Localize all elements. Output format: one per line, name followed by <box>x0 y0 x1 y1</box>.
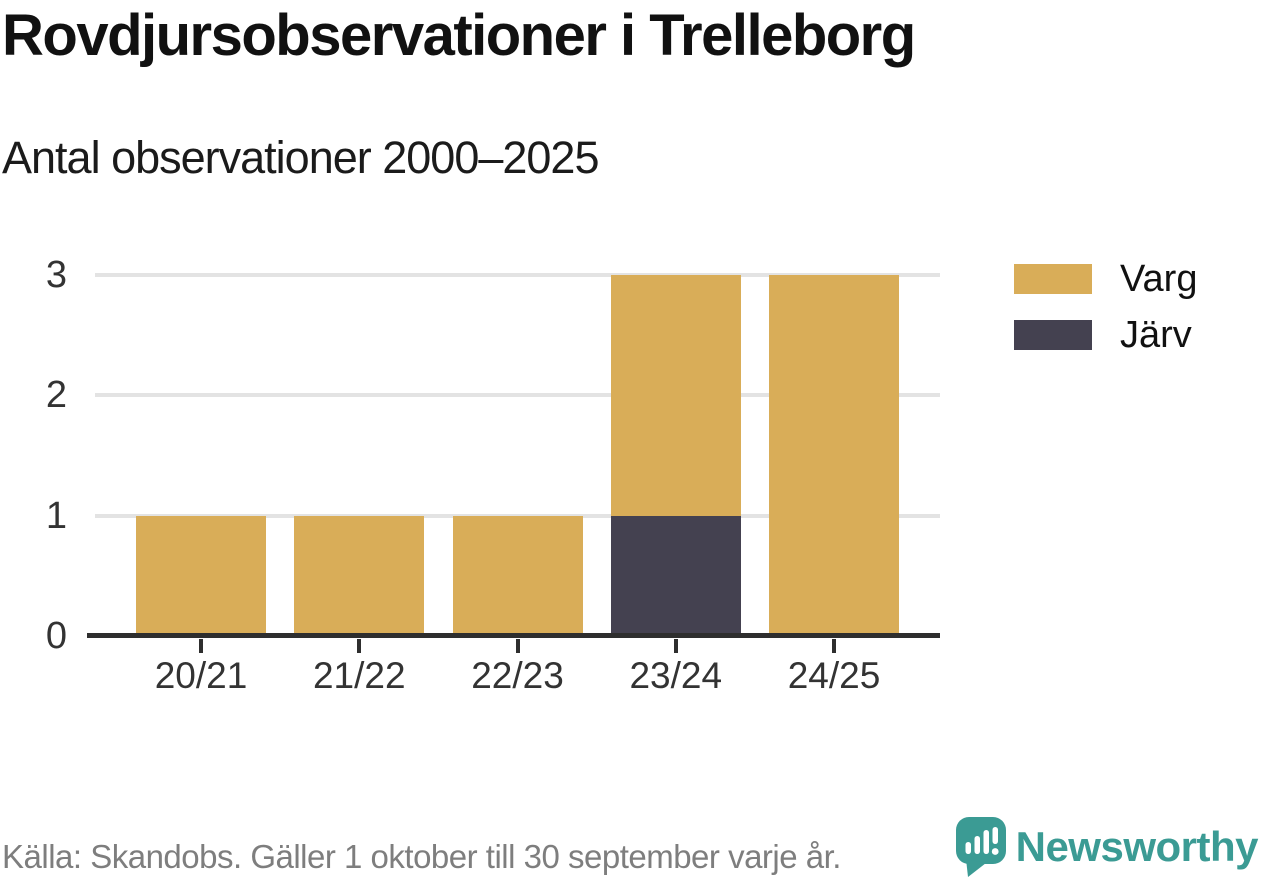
gridline <box>95 513 940 518</box>
y-axis: 0 1 2 3 <box>0 254 67 657</box>
gridline <box>95 273 940 277</box>
legend-label: Järv <box>1120 313 1192 356</box>
x-tick-label: 23/24 <box>629 655 723 696</box>
plot-area <box>87 273 940 653</box>
x-tick-label: 22/23 <box>471 655 564 696</box>
bar-segment <box>452 515 583 636</box>
x-tick-label: 21/22 <box>312 655 406 696</box>
bar-segment <box>136 515 266 636</box>
bar-segment <box>769 275 899 636</box>
source-note: Källa: Skandobs. Gäller 1 oktober till 3… <box>2 838 841 875</box>
x-axis: 20/21 21/22 22/23 23/24 24/25 <box>0 655 1262 705</box>
x-tick-label: 20/21 <box>154 655 248 696</box>
brand-name: Newsworthy <box>1015 823 1259 870</box>
legend-swatch <box>1014 320 1092 350</box>
brand-lockup: Newsworthy <box>955 817 1259 877</box>
newsworthy-logo-icon <box>955 817 1006 877</box>
legend-item: Varg <box>1014 258 1197 300</box>
x-tick-mark <box>357 639 362 653</box>
bar-segment <box>294 515 425 636</box>
x-axis-line <box>87 633 940 638</box>
chart-title: Rovdjursobservationer i Trelleborg <box>2 3 916 68</box>
y-tick-label: 1 <box>45 494 67 537</box>
legend-label: Varg <box>1120 257 1198 300</box>
y-tick-label: 2 <box>45 374 67 417</box>
x-tick-mark <box>832 639 836 653</box>
chart-subtitle: Antal observationer 2000–2025 <box>2 132 599 183</box>
gridline <box>95 393 940 398</box>
y-tick-label: 0 <box>45 615 67 657</box>
x-tick-mark <box>673 639 678 653</box>
legend-item: Järv <box>1014 314 1197 356</box>
bar-segment <box>610 275 741 516</box>
x-tick-mark <box>515 639 520 653</box>
legend: Varg Järv <box>1014 258 1197 356</box>
bar-segment <box>610 515 741 636</box>
legend-swatch <box>1014 264 1092 294</box>
y-tick-label: 3 <box>45 254 67 296</box>
x-tick-mark <box>199 639 203 653</box>
x-tick-label: 24/25 <box>787 655 881 696</box>
